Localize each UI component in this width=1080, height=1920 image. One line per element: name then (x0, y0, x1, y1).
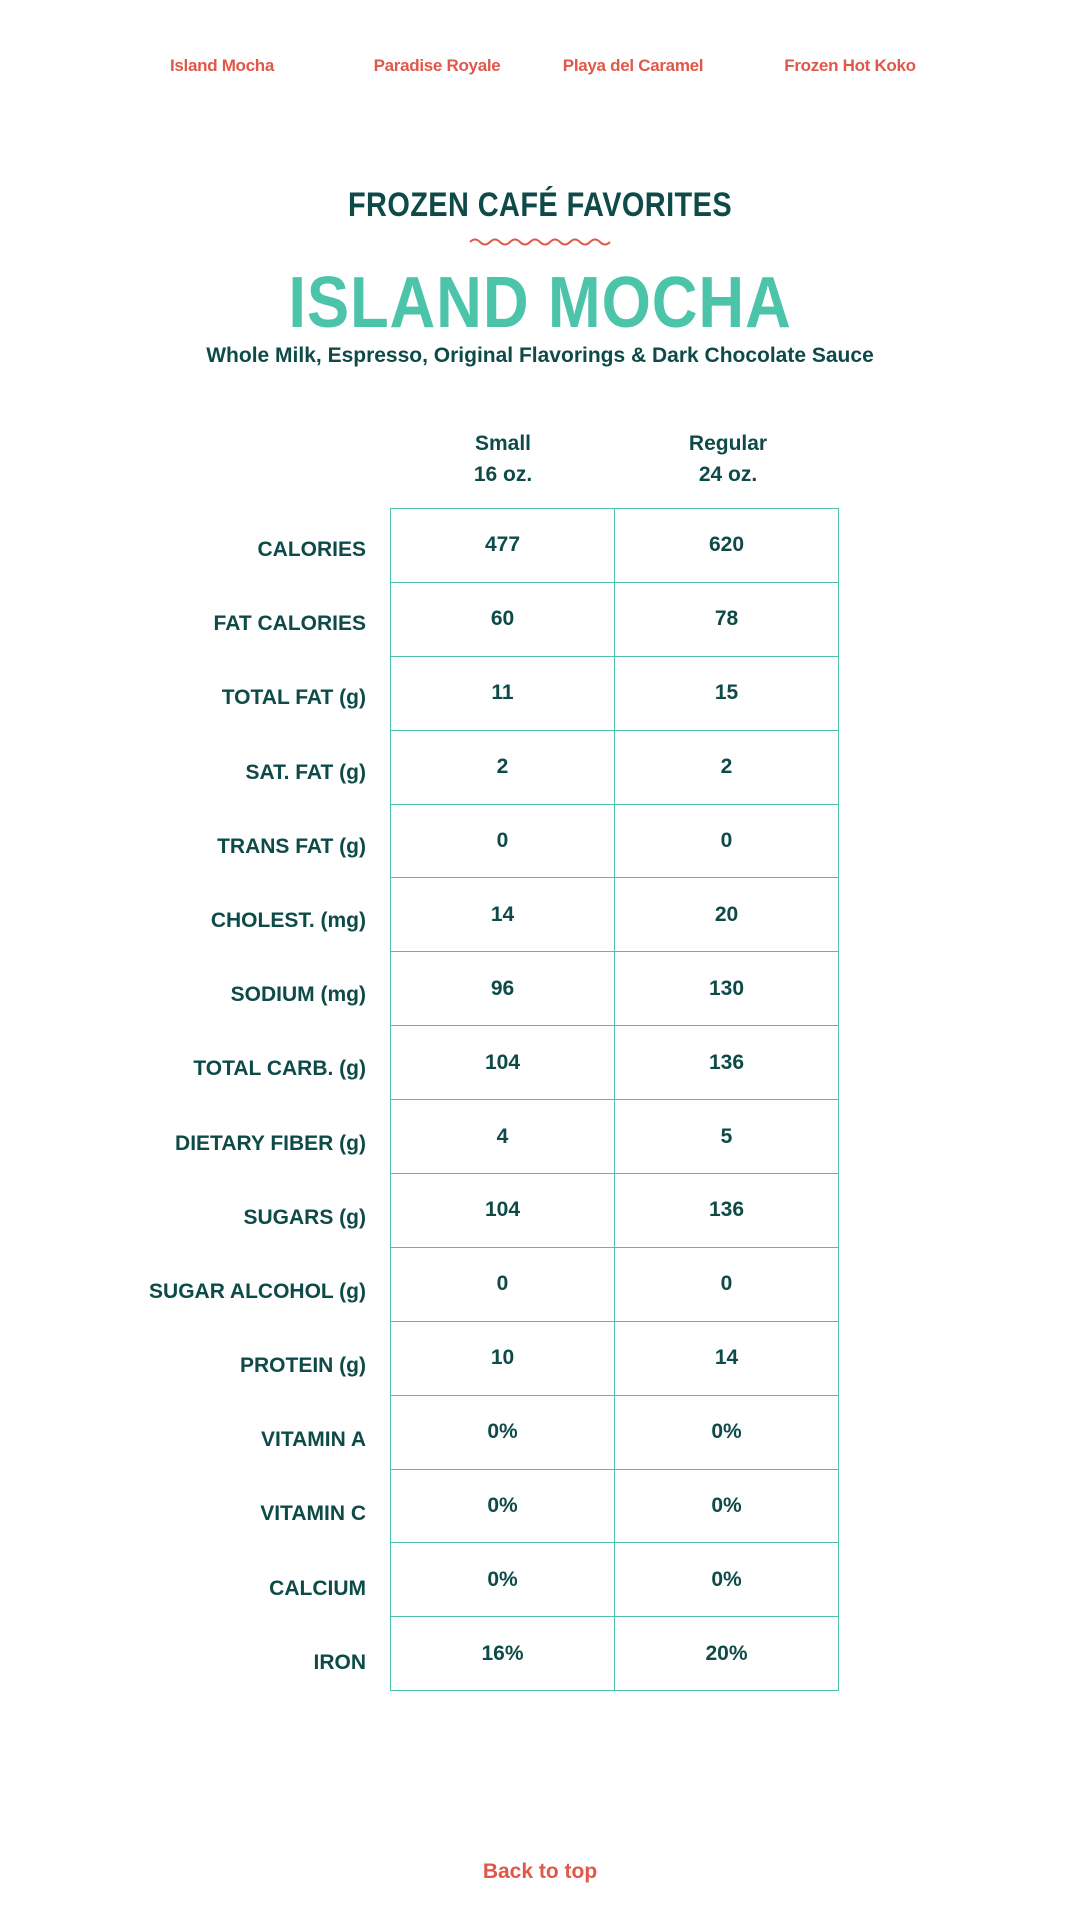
nutrient-label: SUGAR ALCOHOL (g) (149, 1279, 366, 1303)
value-regular: 0% (614, 1394, 839, 1470)
column-header-small: Small 16 oz. (390, 428, 616, 490)
value-small: 0% (390, 1394, 615, 1470)
nutrient-label: VITAMIN A (261, 1428, 366, 1452)
value-small: 104 (390, 1173, 615, 1248)
size-volume: 24 oz. (698, 463, 758, 486)
nutrient-label: CALCIUM (269, 1576, 366, 1600)
value-regular: 20 (614, 877, 839, 953)
table-row: 14 20 (390, 877, 839, 953)
table-row: 96 130 (390, 951, 839, 1027)
section-eyebrow: FROZEN CAFÉ FAVORITES (347, 186, 733, 224)
value-regular: 0 (614, 803, 839, 879)
value-regular: 78 (614, 581, 839, 657)
nav-link-paradise-royale[interactable]: Paradise Royale (373, 56, 501, 75)
nutrient-label: SAT. FAT (g) (245, 760, 366, 784)
value-small: 11 (390, 655, 615, 731)
nutrient-label: SODIUM (mg) (230, 983, 366, 1007)
nutrient-label: TOTAL CARB. (g) (193, 1057, 366, 1081)
value-regular: 620 (614, 508, 839, 583)
value-small: 10 (390, 1320, 615, 1396)
nutrient-label: IRON (313, 1650, 367, 1674)
nutrient-label: PROTEIN (g) (240, 1354, 366, 1378)
value-regular: 20% (614, 1616, 839, 1692)
nutrient-label: DIETARY FIBER (g) (175, 1131, 366, 1155)
back-to-top-link[interactable]: Back to top (482, 1860, 598, 1883)
value-regular: 130 (614, 951, 839, 1027)
size-name: Regular (688, 432, 768, 455)
drink-ingredients: Whole Milk, Espresso, Original Flavoring… (206, 344, 874, 367)
value-regular: 0 (614, 1246, 839, 1322)
nav-link-island-mocha[interactable]: Island Mocha (169, 56, 275, 75)
value-small: 16% (390, 1616, 615, 1692)
nutrient-label: CALORIES (257, 538, 366, 561)
value-small: 96 (390, 951, 615, 1027)
nutrition-table: 477 620 60 78 11 15 2 2 0 0 14 20 96 130 104 136 4 5 104 13… (390, 508, 839, 1692)
nutrient-label: CHOLEST. (mg) (210, 908, 366, 932)
nav-link-playa-del-caramel[interactable]: Playa del Caramel (562, 56, 704, 75)
table-row: 60 78 (390, 581, 839, 657)
value-small: 104 (390, 1025, 615, 1101)
value-regular: 136 (614, 1173, 839, 1248)
value-regular: 0% (614, 1468, 839, 1544)
table-row: 477 620 (390, 508, 839, 583)
table-row: 104 136 (390, 1025, 839, 1101)
value-regular: 14 (614, 1320, 839, 1396)
nutrient-labels: CALORIES FAT CALORIES TOTAL FAT (g) SAT. FA… (0, 508, 366, 1695)
nutrient-label: VITAMIN C (260, 1502, 366, 1526)
column-header-regular: Regular 24 oz. (615, 428, 841, 490)
value-regular: 5 (614, 1099, 839, 1175)
value-regular: 136 (614, 1025, 839, 1101)
value-regular: 0% (614, 1542, 839, 1618)
value-small: 0 (390, 1246, 615, 1322)
drink-title: ISLAND MOCHA (288, 263, 792, 343)
table-row: 16% 20% (390, 1616, 839, 1692)
nutrient-label: FAT CALORIES (213, 612, 366, 636)
nutrient-label: TRANS FAT (g) (217, 834, 366, 858)
nav-link-frozen-hot-koko[interactable]: Frozen Hot Koko (784, 56, 916, 75)
table-row: 0% 0% (390, 1468, 839, 1544)
value-regular: 2 (614, 729, 839, 805)
table-row: 11 15 (390, 655, 839, 731)
table-row: 10 14 (390, 1320, 839, 1396)
table-row: 0% 0% (390, 1542, 839, 1618)
wave-divider-icon (469, 238, 611, 246)
table-row: 104 136 (390, 1173, 839, 1248)
table-row: 0% 0% (390, 1394, 839, 1470)
value-small: 0% (390, 1468, 615, 1544)
value-regular: 15 (614, 655, 839, 731)
value-small: 2 (390, 729, 615, 805)
value-small: 60 (390, 581, 615, 657)
nutrient-label: TOTAL FAT (g) (221, 686, 366, 710)
value-small: 4 (390, 1099, 615, 1175)
size-volume: 16 oz. (473, 463, 533, 486)
nutrient-label: SUGARS (g) (243, 1205, 367, 1229)
value-small: 0 (390, 803, 615, 879)
size-name: Small (474, 432, 532, 455)
value-small: 0% (390, 1542, 615, 1618)
value-small: 477 (390, 508, 615, 583)
value-small: 14 (390, 877, 615, 953)
